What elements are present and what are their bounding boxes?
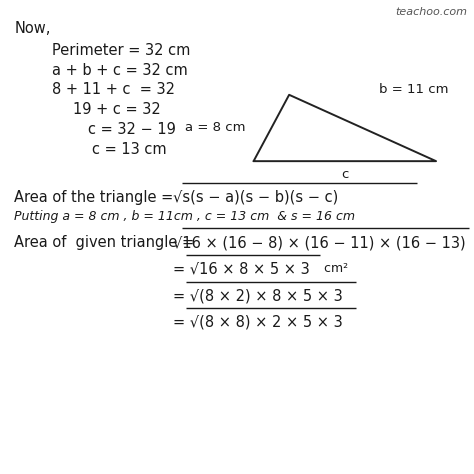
Text: 19 + c = 32: 19 + c = 32 [73,102,161,118]
Text: √16 × (16 − 8) × (16 − 11) × (16 − 13): √16 × (16 − 8) × (16 − 11) × (16 − 13) [173,235,465,250]
Text: √s(s − a)(s − b)(s − c): √s(s − a)(s − b)(s − c) [173,190,338,205]
Text: a = 8 cm: a = 8 cm [185,120,246,134]
Text: Area of  given triangle =: Area of given triangle = [14,235,199,250]
Text: cm²: cm² [320,262,348,274]
Text: Perimeter = 32 cm: Perimeter = 32 cm [52,43,191,58]
Text: a + b + c = 32 cm: a + b + c = 32 cm [52,63,188,78]
Text: c = 13 cm: c = 13 cm [92,142,167,157]
Text: b = 11 cm: b = 11 cm [379,83,449,96]
Text: c = 32 − 19: c = 32 − 19 [88,122,175,137]
Text: Putting a = 8 cm , b = 11cm , c = 13 cm  & s = 16 cm: Putting a = 8 cm , b = 11cm , c = 13 cm … [14,210,355,223]
Text: c: c [341,168,349,181]
Text: 8 + 11 + c  = 32: 8 + 11 + c = 32 [52,82,175,98]
Text: teachoo.com: teachoo.com [395,7,467,17]
Text: = √16 × 8 × 5 × 3: = √16 × 8 × 5 × 3 [173,262,310,277]
Text: Area of the triangle =: Area of the triangle = [14,190,178,205]
Text: = √(8 × 2) × 8 × 5 × 3: = √(8 × 2) × 8 × 5 × 3 [173,288,343,303]
Text: Now,: Now, [14,21,51,36]
Text: = √(8 × 8) × 2 × 5 × 3: = √(8 × 8) × 2 × 5 × 3 [173,315,343,330]
